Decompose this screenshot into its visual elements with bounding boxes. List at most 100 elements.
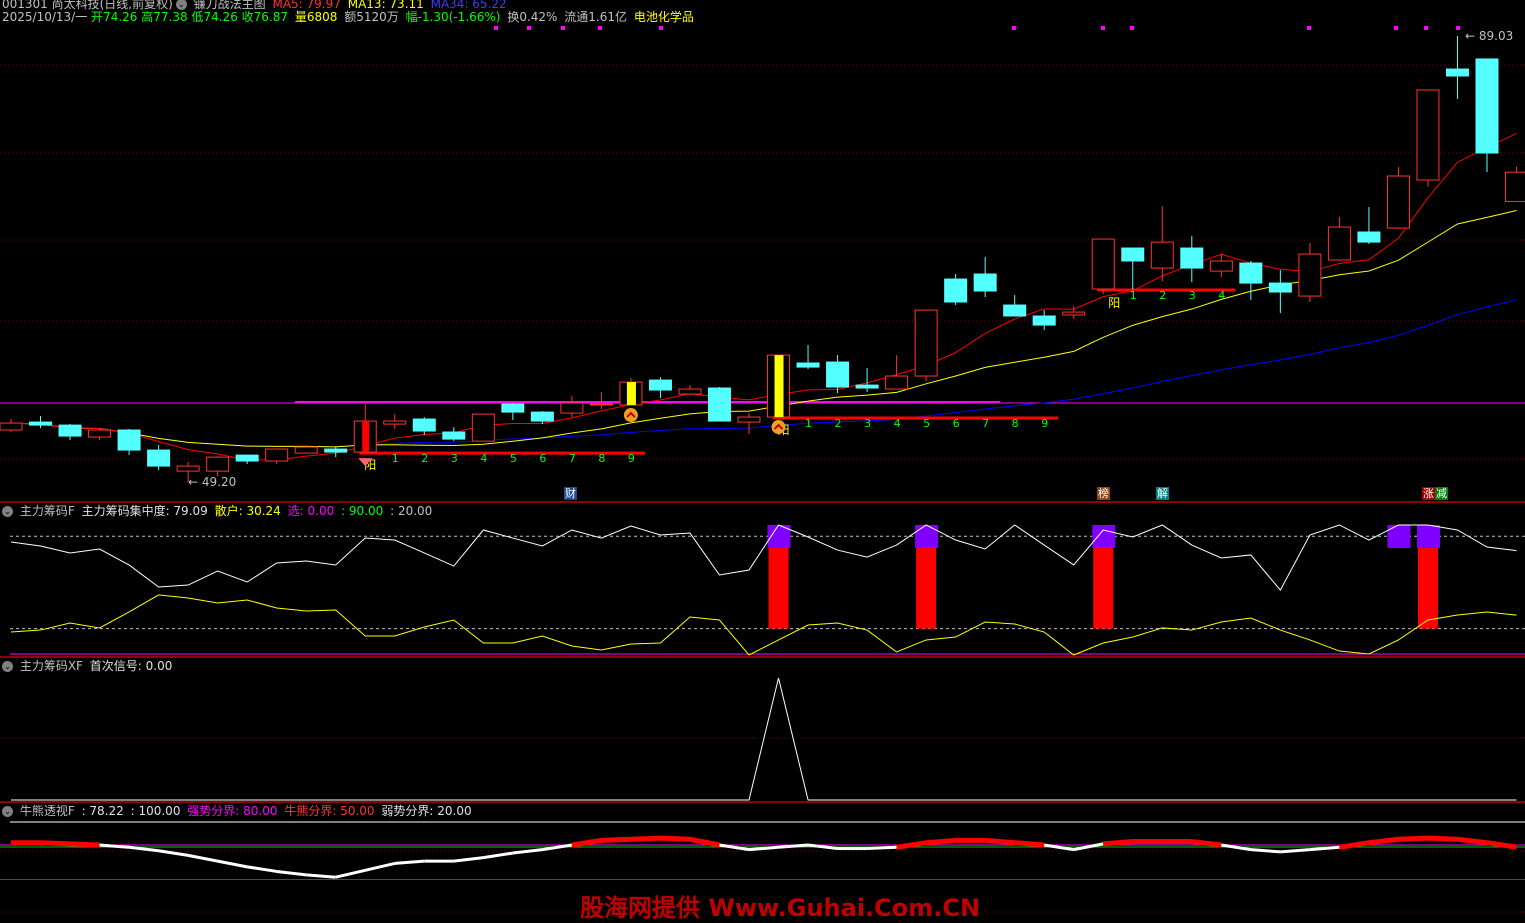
candle-body [412,418,436,432]
top-marker [561,26,565,30]
bullbear-segment [128,845,159,853]
count-label: 2 [421,452,428,465]
count-label: 4 [894,417,901,430]
bullbear-segment [1486,840,1517,850]
candle-body [826,361,850,388]
bullbear-segment [40,840,71,847]
watermark: 股海网提供 Www.Guhai.Com.CN [580,894,981,922]
candle-body [58,424,82,437]
candle-body [796,362,820,368]
count-label: 5 [923,417,930,430]
panel3-header: ⌄ 牛熊透视F : 78.22 : 100.00 强势分界: 80.00 牛熊分… [2,804,475,818]
top-marker [1394,26,1398,30]
bullbear-segment [512,848,543,855]
candle-body [29,421,53,426]
top-marker [1130,26,1134,30]
candle-body [1062,311,1086,316]
candle [412,417,436,436]
bullbear-segment [807,843,838,850]
float-cap: 流通1.61亿 [564,10,628,24]
candle-body [1327,226,1351,261]
count-label: 2 [1159,289,1166,302]
candle [1003,295,1027,317]
candle-body [265,448,289,462]
sector-link[interactable]: 电池化学品 [633,10,694,24]
top-marker [659,26,663,30]
count-label: 1 [1130,289,1137,302]
candle [885,355,909,390]
candle [1062,306,1086,320]
count-label: 8 [598,452,605,465]
top-marker [527,26,531,30]
panel1-menu-icon[interactable]: ⌄ [2,506,13,517]
panel3-menu-icon[interactable]: ⌄ [2,806,13,817]
candle-body [117,429,141,451]
candle [1091,238,1115,295]
candle-body [294,446,318,454]
candle [678,385,702,396]
bullbear-segment [1250,848,1281,854]
panel2-menu-icon[interactable]: ⌄ [2,661,13,672]
bullbear-segment [276,869,307,877]
open-value: 74.26 [103,10,138,24]
rise-arrow-icon [623,408,638,423]
volume-label: 量 [294,10,307,24]
indicator-menu-icon[interactable]: ⌄ [175,0,187,10]
bullbear-segment [1073,842,1104,852]
candle [914,309,938,382]
candle [796,345,820,370]
signal-bar [768,536,789,629]
count-label: 1 [805,417,812,430]
candle-body [206,456,230,472]
concentration-line [10,524,1517,591]
bullbear-segment [896,840,927,850]
bullbear-segment [335,868,366,879]
reduce-tag[interactable]: 减 [1435,487,1448,500]
candle [973,257,997,298]
bullbear-segment [1398,835,1429,842]
candle-body [1209,260,1233,272]
panel1-header: ⌄ 主力筹码F 主力筹码集中度: 79.09 散户: 30.24 选: 0.00… [2,504,435,518]
top-marker [1456,26,1460,30]
count-label: 4 [1218,289,1225,302]
count-label: 9 [1041,417,1048,430]
candle [1357,207,1381,244]
candle-body [1239,262,1263,284]
volume-value: 6808 [306,10,338,24]
bullbear-segment [719,843,750,852]
candle-body [1121,247,1145,262]
diamond-icon [358,458,373,467]
bullbear-segment [453,856,484,863]
ranking-tag[interactable]: 榜 [1097,487,1110,500]
candle-body [885,375,909,390]
rise-tag[interactable]: 涨 [1422,487,1435,500]
candle [1032,310,1056,330]
bullbear-segment [630,835,661,842]
candle-body [737,416,761,423]
candle-body [1268,282,1292,293]
candle [648,377,672,399]
candle-body [973,273,997,292]
count-label: 2 [835,417,842,430]
ma34-label: MA34: 65.22 [430,0,507,11]
candle-body [176,465,200,472]
candle [855,368,879,393]
candle [383,414,407,430]
main-header-line1: 001301 尚太科技(日线,前复权) ⌄ 镰刀战法主图 MA5: 79.97 M… [2,0,510,11]
unlock-tag[interactable]: 解 [1156,487,1169,500]
ma5-label: MA5: 79.97 [272,0,341,11]
candle [235,454,259,465]
count-label: 7 [569,452,576,465]
open-label: 开 [91,10,104,24]
bullbear-segment [187,853,218,863]
candle [1150,206,1174,282]
bullbear-segment [984,837,1015,846]
count-label: 3 [451,452,458,465]
bullbear-segment [542,843,573,852]
candle-body [471,413,495,442]
top-marker [1101,26,1105,30]
finance-tag[interactable]: 财 [564,487,577,500]
candle [1268,270,1292,314]
candle [501,403,525,421]
